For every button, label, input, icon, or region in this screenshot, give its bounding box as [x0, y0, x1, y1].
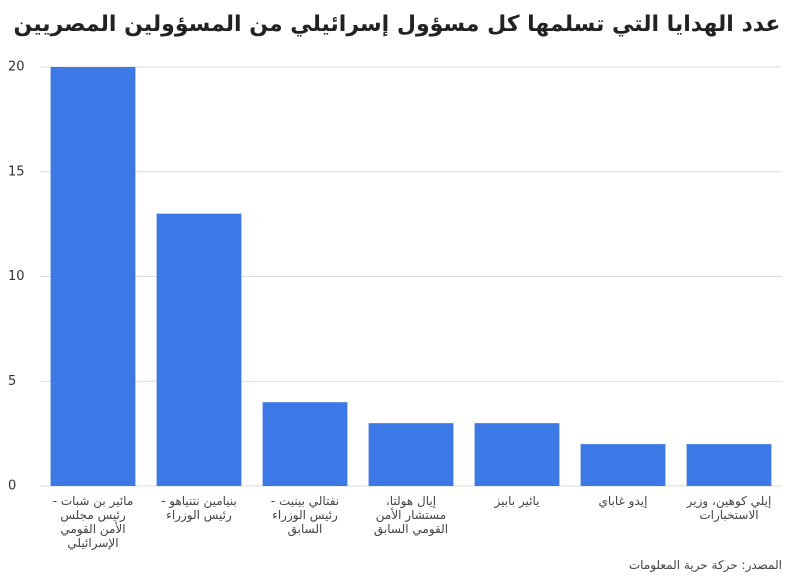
x-tick-label: إيدو غاباي	[598, 494, 648, 508]
x-tick-label: بنيامين نتنياهو - رئيس الوزراء	[161, 494, 237, 522]
y-tick-label: 5	[8, 374, 16, 389]
y-tick-label: 15	[8, 164, 25, 179]
x-tick-label: إيلي كوهين، وزير الاستخبارات	[686, 494, 772, 522]
bar	[368, 423, 454, 486]
y-tick-label: 10	[8, 269, 25, 284]
x-tick-label: نفتالي بينيت - رئيس الوزراء السابق	[270, 494, 340, 536]
bar	[156, 213, 242, 486]
chart-title: عدد الهدايا التي تسلمها كل مسؤول إسرائيل…	[13, 12, 781, 37]
bar	[262, 402, 348, 486]
bar	[50, 67, 136, 486]
y-tick-label: 0	[8, 479, 16, 494]
x-tick-label: إيال هولتا، مستشار الأمن القومي السابق	[373, 494, 449, 536]
bar	[474, 423, 560, 486]
y-tick-label: 20	[8, 60, 25, 75]
bar	[686, 444, 772, 486]
x-tick-label: يائير بابيز	[494, 494, 540, 508]
bar	[580, 444, 666, 486]
x-tick-label: مائير بن شبات - رئيس مجلس الأمن القومي ا…	[52, 494, 134, 550]
source-note: المصدر: حركة حرية المعلومات	[628, 558, 782, 572]
